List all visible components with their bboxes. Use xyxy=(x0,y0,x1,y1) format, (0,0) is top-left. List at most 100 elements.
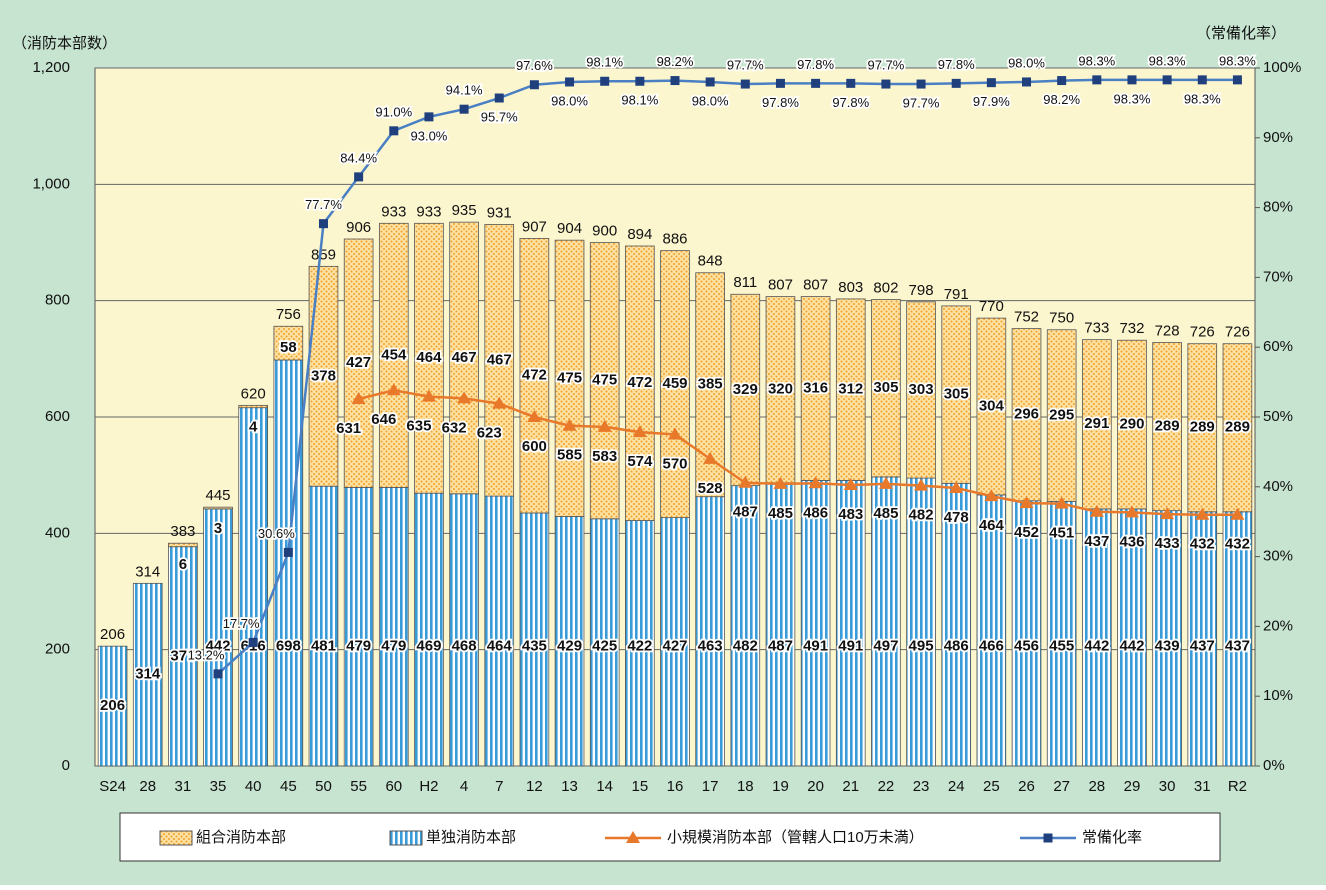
total-label: 732 xyxy=(1119,320,1144,337)
data-label: 289 xyxy=(1225,419,1250,436)
bar-segment xyxy=(730,293,761,487)
data-label: 475 xyxy=(592,372,617,389)
data-label: 98.1% xyxy=(621,93,658,108)
data-label: 290 xyxy=(1119,416,1144,433)
total-label: 383 xyxy=(170,523,195,540)
data-label: 289 xyxy=(1190,419,1215,436)
x-tick-label: 19 xyxy=(772,778,789,795)
bar-segment xyxy=(238,404,268,409)
data-label: 427 xyxy=(662,638,687,655)
y2-tick-label: 100% xyxy=(1263,59,1301,76)
data-label: 385 xyxy=(698,376,723,393)
total-label: 811 xyxy=(733,274,757,291)
marker xyxy=(811,78,821,88)
total-label: 933 xyxy=(381,203,406,220)
x-tick-label: 12 xyxy=(526,778,543,795)
x-tick-label: 17 xyxy=(702,778,719,795)
data-label: 329 xyxy=(733,381,758,398)
bar-segment xyxy=(378,222,409,488)
data-label: 94.1% xyxy=(446,83,483,98)
x-tick-label: S24 xyxy=(99,778,126,795)
bar-segment xyxy=(414,222,444,494)
bar-segment xyxy=(730,485,761,767)
marker xyxy=(949,480,964,493)
x-tick-label: 29 xyxy=(1124,778,1141,795)
data-label: 442 xyxy=(206,638,231,655)
data-label: 585 xyxy=(557,447,582,464)
data-label: 479 xyxy=(381,638,406,655)
data-label: 495 xyxy=(909,638,934,655)
marker xyxy=(843,478,858,491)
x-tick-label: 45 xyxy=(280,778,297,795)
data-label: 98.3% xyxy=(1219,53,1256,68)
data-label: 427 xyxy=(346,354,371,371)
data-label: 435 xyxy=(522,638,547,655)
marker xyxy=(565,77,575,87)
data-label: 442 xyxy=(1084,638,1109,655)
y2-tick-label: 30% xyxy=(1263,548,1293,565)
total-label: 803 xyxy=(838,279,863,296)
bar-segment xyxy=(1152,510,1182,767)
data-label: 6 xyxy=(179,556,187,573)
total-label: 935 xyxy=(452,202,477,219)
data-label: 632 xyxy=(442,419,467,436)
x-tick-label: 22 xyxy=(878,778,895,795)
data-label: 487 xyxy=(733,504,758,521)
data-label: 303 xyxy=(909,381,934,398)
x-tick-label: 55 xyxy=(350,778,367,795)
data-label: 433 xyxy=(1155,535,1180,552)
marker xyxy=(421,389,436,402)
bar-segment xyxy=(625,520,655,767)
data-label: 296 xyxy=(1014,406,1039,423)
data-label: 528 xyxy=(698,480,723,497)
bar-segment xyxy=(941,305,972,484)
data-label: 475 xyxy=(557,369,582,386)
total-label: 807 xyxy=(768,277,793,294)
bar-segment xyxy=(449,493,479,767)
data-label: 464 xyxy=(487,638,513,655)
data-label: 97.7% xyxy=(903,95,940,110)
marker xyxy=(1230,507,1245,520)
marker xyxy=(562,418,577,431)
total-label: 620 xyxy=(241,385,266,402)
bar-segment xyxy=(343,238,374,488)
x-tick-label: 25 xyxy=(983,778,1000,795)
data-label: 451 xyxy=(1049,525,1074,542)
marker xyxy=(1232,75,1242,85)
marker xyxy=(951,78,961,88)
total-label: 726 xyxy=(1225,324,1250,341)
x-tick-label: 16 xyxy=(667,778,684,795)
marker xyxy=(668,427,682,440)
bar-segment xyxy=(484,224,515,497)
total-label: 807 xyxy=(803,277,828,294)
legend-marker xyxy=(626,831,640,843)
bar-segment xyxy=(589,242,620,520)
total-label: 802 xyxy=(873,279,898,296)
marker xyxy=(213,669,223,679)
marker xyxy=(635,76,645,86)
data-label: 600 xyxy=(522,438,547,455)
data-label: 459 xyxy=(662,375,687,392)
data-label: 98.0% xyxy=(551,93,588,108)
data-label: 320 xyxy=(768,381,793,398)
x-tick-label: 60 xyxy=(385,778,402,795)
marker xyxy=(600,76,610,86)
y2-tick-label: 10% xyxy=(1263,687,1293,704)
bar-segment xyxy=(589,518,620,767)
x-tick-label: 31 xyxy=(175,778,192,795)
data-label: 98.2% xyxy=(657,54,694,69)
marker xyxy=(632,425,647,438)
x-tick-label: 18 xyxy=(737,778,754,795)
marker xyxy=(808,476,823,489)
data-label: 482 xyxy=(909,507,934,524)
bar-segment xyxy=(273,325,304,361)
y2-tick-label: 20% xyxy=(1263,617,1293,634)
data-label: 486 xyxy=(944,638,969,655)
legend-label: 常備化率 xyxy=(1082,829,1142,846)
data-label: 206 xyxy=(100,697,125,714)
y-tick-label: 400 xyxy=(45,524,70,541)
data-label: 98.3% xyxy=(1078,53,1115,68)
data-label: 439 xyxy=(1155,638,1180,655)
total-label: 886 xyxy=(662,231,687,248)
